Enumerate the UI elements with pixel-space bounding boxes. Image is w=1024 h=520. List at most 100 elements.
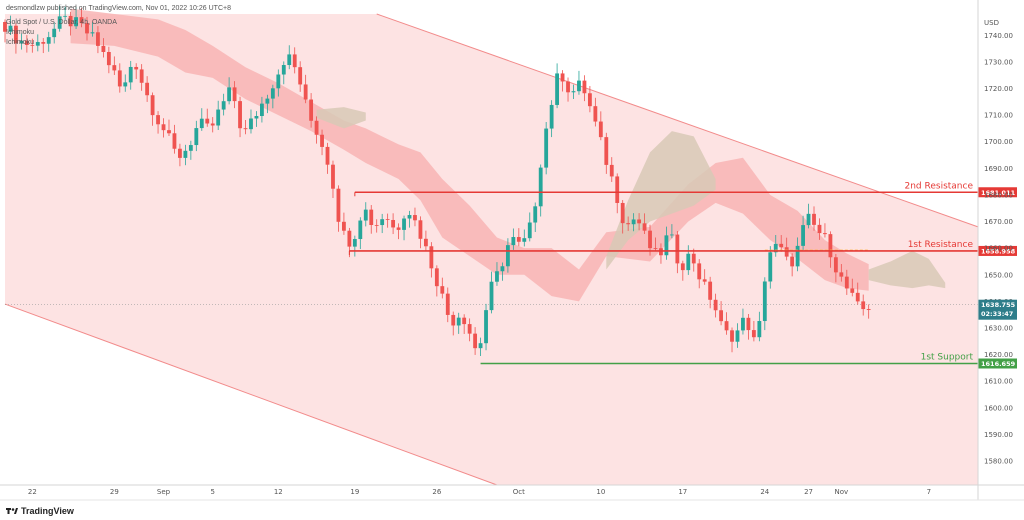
- candle-body: [19, 40, 24, 44]
- candle-body: [538, 167, 543, 207]
- candle-body: [331, 164, 335, 189]
- level-label-0: 2nd Resistance: [904, 181, 973, 191]
- candle-body: [713, 299, 718, 311]
- x-tick-label: 27: [804, 488, 813, 496]
- candle-body: [495, 271, 499, 282]
- candle-body: [46, 37, 51, 44]
- candle-body: [664, 235, 669, 256]
- candle-body: [730, 330, 734, 342]
- indicator-label-2[interactable]: Ichimoku: [6, 39, 35, 46]
- candle-body: [779, 243, 784, 248]
- x-tick-label: 10: [596, 488, 605, 496]
- candle-body: [336, 188, 341, 222]
- y-tick-label: 1590.00: [984, 431, 1013, 439]
- candle-body: [14, 25, 18, 44]
- candle-body: [194, 128, 199, 146]
- candle-body: [178, 148, 182, 158]
- candle-body: [653, 248, 658, 249]
- candle-body: [866, 309, 871, 311]
- candle-body: [784, 247, 789, 257]
- current-price-text: 1638.755: [981, 301, 1016, 309]
- support-resistance-levels: 2nd Resistance 1681.011 1st Resistance 1658…: [348, 181, 1017, 369]
- x-tick-label: Nov: [835, 488, 849, 496]
- candle-body: [691, 253, 696, 264]
- candle-body: [598, 121, 603, 138]
- candle-body: [199, 118, 204, 129]
- candle-body: [418, 220, 423, 239]
- candle-body: [358, 220, 363, 240]
- candle-body: [604, 137, 609, 165]
- candle-body: [150, 95, 155, 116]
- candle-body: [30, 44, 35, 46]
- level-price-tag-0: [978, 187, 1017, 198]
- candle-body: [587, 93, 592, 107]
- candle-body: [265, 98, 270, 104]
- candle-body: [533, 206, 538, 223]
- candle-body: [620, 202, 625, 224]
- candle-body: [128, 66, 133, 83]
- candle-body: [363, 209, 368, 221]
- channel-lower-line: [4, 303, 498, 486]
- cloud-bullish-0: [316, 107, 366, 129]
- candle-body: [806, 213, 811, 226]
- x-tick-label: 5: [210, 488, 214, 496]
- candle-body: [352, 239, 357, 247]
- candle-body: [156, 115, 160, 125]
- candle-body: [768, 252, 773, 282]
- candle-body: [243, 128, 248, 130]
- candle-body: [139, 69, 144, 83]
- tradingview-logo-icon: [6, 508, 18, 514]
- candle-body: [741, 317, 745, 331]
- candle-body: [413, 215, 417, 221]
- candle-body: [90, 32, 95, 34]
- y-tick-label: 1580.00: [984, 458, 1013, 466]
- candle-body: [544, 128, 549, 168]
- y-tick-label: 1690.00: [984, 165, 1013, 173]
- candle-body: [489, 281, 494, 311]
- candle-body: [385, 219, 390, 220]
- axis-currency: USD: [984, 19, 999, 27]
- y-tick-label: 1710.00: [984, 112, 1013, 120]
- symbol-info[interactable]: Gold Spot / U.S. Dollar, 4h, OANDA: [6, 19, 117, 26]
- candle-body: [309, 99, 314, 121]
- time-axis[interactable]: 22 29 Sep 5 12 19 26 Oct 10 17 24 27 Nov 7: [28, 488, 931, 496]
- candle-body: [631, 219, 636, 225]
- candle-body: [63, 15, 68, 17]
- candle-body: [735, 330, 740, 342]
- candle-body: [205, 118, 210, 124]
- y-tick-label: 1650.00: [984, 271, 1013, 279]
- footer-brand[interactable]: TradingView: [6, 506, 74, 516]
- x-tick-label: 29: [110, 488, 119, 496]
- ichimoku-cloud: [70, 8, 946, 302]
- indicator-label-1[interactable]: Ichimoku: [6, 29, 35, 36]
- candle-body: [341, 221, 346, 231]
- candle-body: [637, 219, 642, 224]
- candle-body: [582, 80, 587, 94]
- publish-info: desmondlzw published on TradingView.com,…: [6, 5, 231, 12]
- candlestick-series: [3, 5, 978, 356]
- candle-body: [626, 223, 631, 225]
- candle-body: [35, 42, 40, 46]
- candle-body: [281, 65, 286, 75]
- tradingview-brand-text: TradingView: [21, 506, 74, 516]
- candle-body: [817, 224, 822, 234]
- channel-upper-line: [376, 13, 979, 228]
- candle-body: [855, 292, 860, 302]
- candle-body: [511, 237, 516, 246]
- y-tick-label: 1610.00: [984, 378, 1013, 386]
- candle-body: [724, 321, 729, 331]
- candle-body: [478, 343, 483, 349]
- y-tick-label: 1680.00: [984, 191, 1013, 199]
- candle-body: [41, 42, 46, 44]
- candle-body: [609, 164, 614, 177]
- level-price-tag-2: [978, 358, 1017, 369]
- candle-body: [522, 238, 527, 242]
- candle-body: [276, 74, 281, 89]
- price-axis[interactable]: USD1580.001590.001600.001610.001620.0016…: [978, 19, 1017, 466]
- candle-body: [396, 227, 401, 230]
- candle-body: [434, 268, 439, 287]
- candle-body: [571, 91, 576, 93]
- candle-body: [134, 66, 139, 70]
- candle-body: [505, 245, 510, 267]
